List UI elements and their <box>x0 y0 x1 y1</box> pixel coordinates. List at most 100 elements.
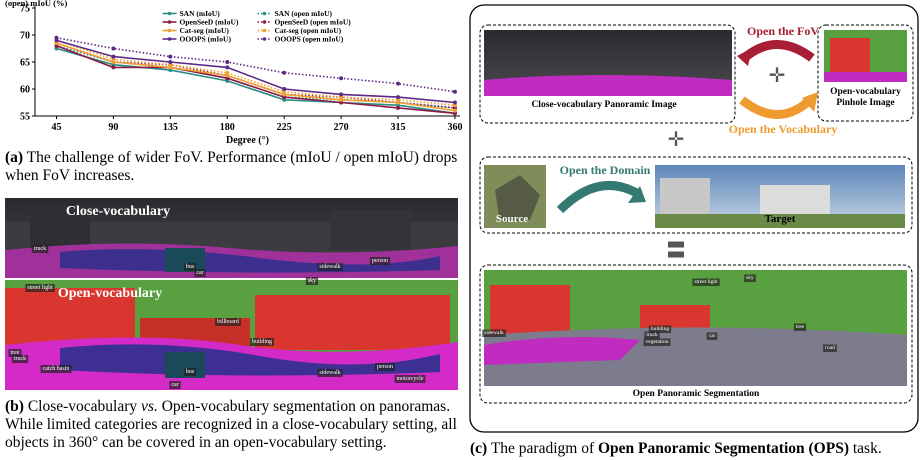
label: Open the Domain <box>560 163 651 177</box>
arrow <box>560 185 640 210</box>
series-marker <box>111 55 115 59</box>
label: Source <box>496 213 528 225</box>
legend-marker <box>168 20 172 24</box>
label-box: Open-vocabulary Pinhole Image <box>818 87 913 119</box>
object-label: car <box>709 333 716 339</box>
caption-label: (a) <box>5 149 23 166</box>
series-marker <box>225 60 229 64</box>
x-axis-label: Degree (°) <box>226 135 269 146</box>
equals-icon: 〓 <box>666 240 686 262</box>
series-line <box>57 40 455 102</box>
legend-marker <box>263 20 267 24</box>
object-label: vegetation <box>646 339 669 345</box>
legend-marker <box>168 12 172 16</box>
object-label: truck <box>34 246 46 252</box>
object-label: truck <box>646 332 658 338</box>
caption-text: The challenge of wider FoV. Performance … <box>5 149 457 184</box>
series-marker <box>453 109 457 113</box>
object-label: sidewalk <box>319 264 340 270</box>
caption-text: task. <box>853 440 882 457</box>
label: Close-vocabulary Panoramic Image <box>531 100 676 110</box>
object-label: tree <box>796 324 805 330</box>
object-label: person <box>377 364 393 370</box>
panorama-road <box>484 75 732 96</box>
series-marker <box>168 60 172 64</box>
series-line <box>57 40 455 105</box>
caption-b: (b) Close-vocabulary vs. Open-vocabulary… <box>5 398 460 452</box>
x-tick-label: 270 <box>334 122 349 133</box>
figure: Close-vocabularyOpen-vocabularytruckcarb… <box>0 0 921 460</box>
image-title: Close-vocabulary <box>66 204 170 219</box>
object-label: sidewalk <box>484 330 504 336</box>
series-line <box>57 46 455 108</box>
object-label: road <box>825 345 835 351</box>
legend-label: OOOPS (mIoU) <box>180 35 232 44</box>
x-tick-label: 360 <box>447 122 462 133</box>
object-label: sidewalk <box>319 370 340 376</box>
x-tick-label: 45 <box>52 122 62 133</box>
object-label: billboard <box>217 319 239 325</box>
series-line <box>57 46 455 114</box>
x-tick-label: 315 <box>391 122 406 133</box>
x-tick-label: 180 <box>220 122 235 133</box>
series-marker <box>282 87 286 91</box>
object-label: street light <box>27 285 53 291</box>
series-line <box>57 43 455 111</box>
caption-text: Close-vocabulary <box>28 398 137 415</box>
label: Open the Vocabulary <box>729 122 838 136</box>
caption-label: (c) <box>470 440 487 457</box>
legend-label: OOOPS (open mIoU) <box>275 35 344 44</box>
caption-a: (a) The challenge of wider FoV. Performa… <box>5 149 460 185</box>
y-tick-label: 65 <box>20 58 30 69</box>
caption-text: The paradigm of <box>491 440 594 457</box>
y-tick-label: 75 <box>20 4 30 15</box>
arrow <box>742 98 812 115</box>
object-label: bus <box>186 264 195 270</box>
series-marker <box>111 47 115 51</box>
target-building <box>760 185 830 215</box>
object-label: truck <box>14 356 26 362</box>
arrow-head <box>737 48 752 66</box>
caption-text: Open Panoramic Segmentation (OPS) <box>598 440 849 457</box>
caption-text: vs. <box>141 398 158 415</box>
series-marker <box>225 71 229 75</box>
x-tick-label: 90 <box>108 122 118 133</box>
series-marker <box>225 65 229 69</box>
series-marker <box>339 76 343 80</box>
figure-graphics: Close-vocabularyOpen-vocabularytruckcarb… <box>0 0 921 460</box>
label: Open the FoV <box>747 24 819 38</box>
series-marker <box>453 90 457 94</box>
series-marker <box>396 106 400 110</box>
plus-icon: ✛ <box>668 129 685 151</box>
object-label: sky <box>746 275 754 281</box>
x-tick-label: 225 <box>277 122 292 133</box>
object-label: person <box>372 258 388 264</box>
image-title: Open-vocabulary <box>58 286 162 301</box>
series-marker <box>396 82 400 86</box>
series-marker <box>339 92 343 96</box>
legend-marker <box>168 29 172 33</box>
series-marker <box>282 71 286 75</box>
caption-c: (c) The paradigm of Open Panoramic Segme… <box>470 440 918 458</box>
series-marker <box>111 65 115 69</box>
label: Open-vocabulary Pinhole Image <box>818 87 913 109</box>
pinhole-building <box>830 38 870 72</box>
legend-marker <box>263 12 267 16</box>
object-label: car <box>196 270 203 276</box>
target-building <box>660 178 710 216</box>
arrow <box>742 44 812 60</box>
y-tick-label: 55 <box>20 112 30 123</box>
object-label: building <box>252 339 272 345</box>
object-label: motorcycle <box>397 376 424 382</box>
series-line <box>57 43 455 108</box>
series-marker <box>55 36 59 40</box>
object-label: car <box>171 382 178 388</box>
label: Target <box>765 213 796 225</box>
legend-marker <box>263 37 267 41</box>
series-marker <box>168 55 172 59</box>
object-label: catch basin <box>43 366 70 372</box>
y-tick-label: 70 <box>20 31 30 42</box>
legend-marker <box>168 37 172 41</box>
legend-marker <box>263 29 267 33</box>
caption-label: (b) <box>5 398 24 415</box>
